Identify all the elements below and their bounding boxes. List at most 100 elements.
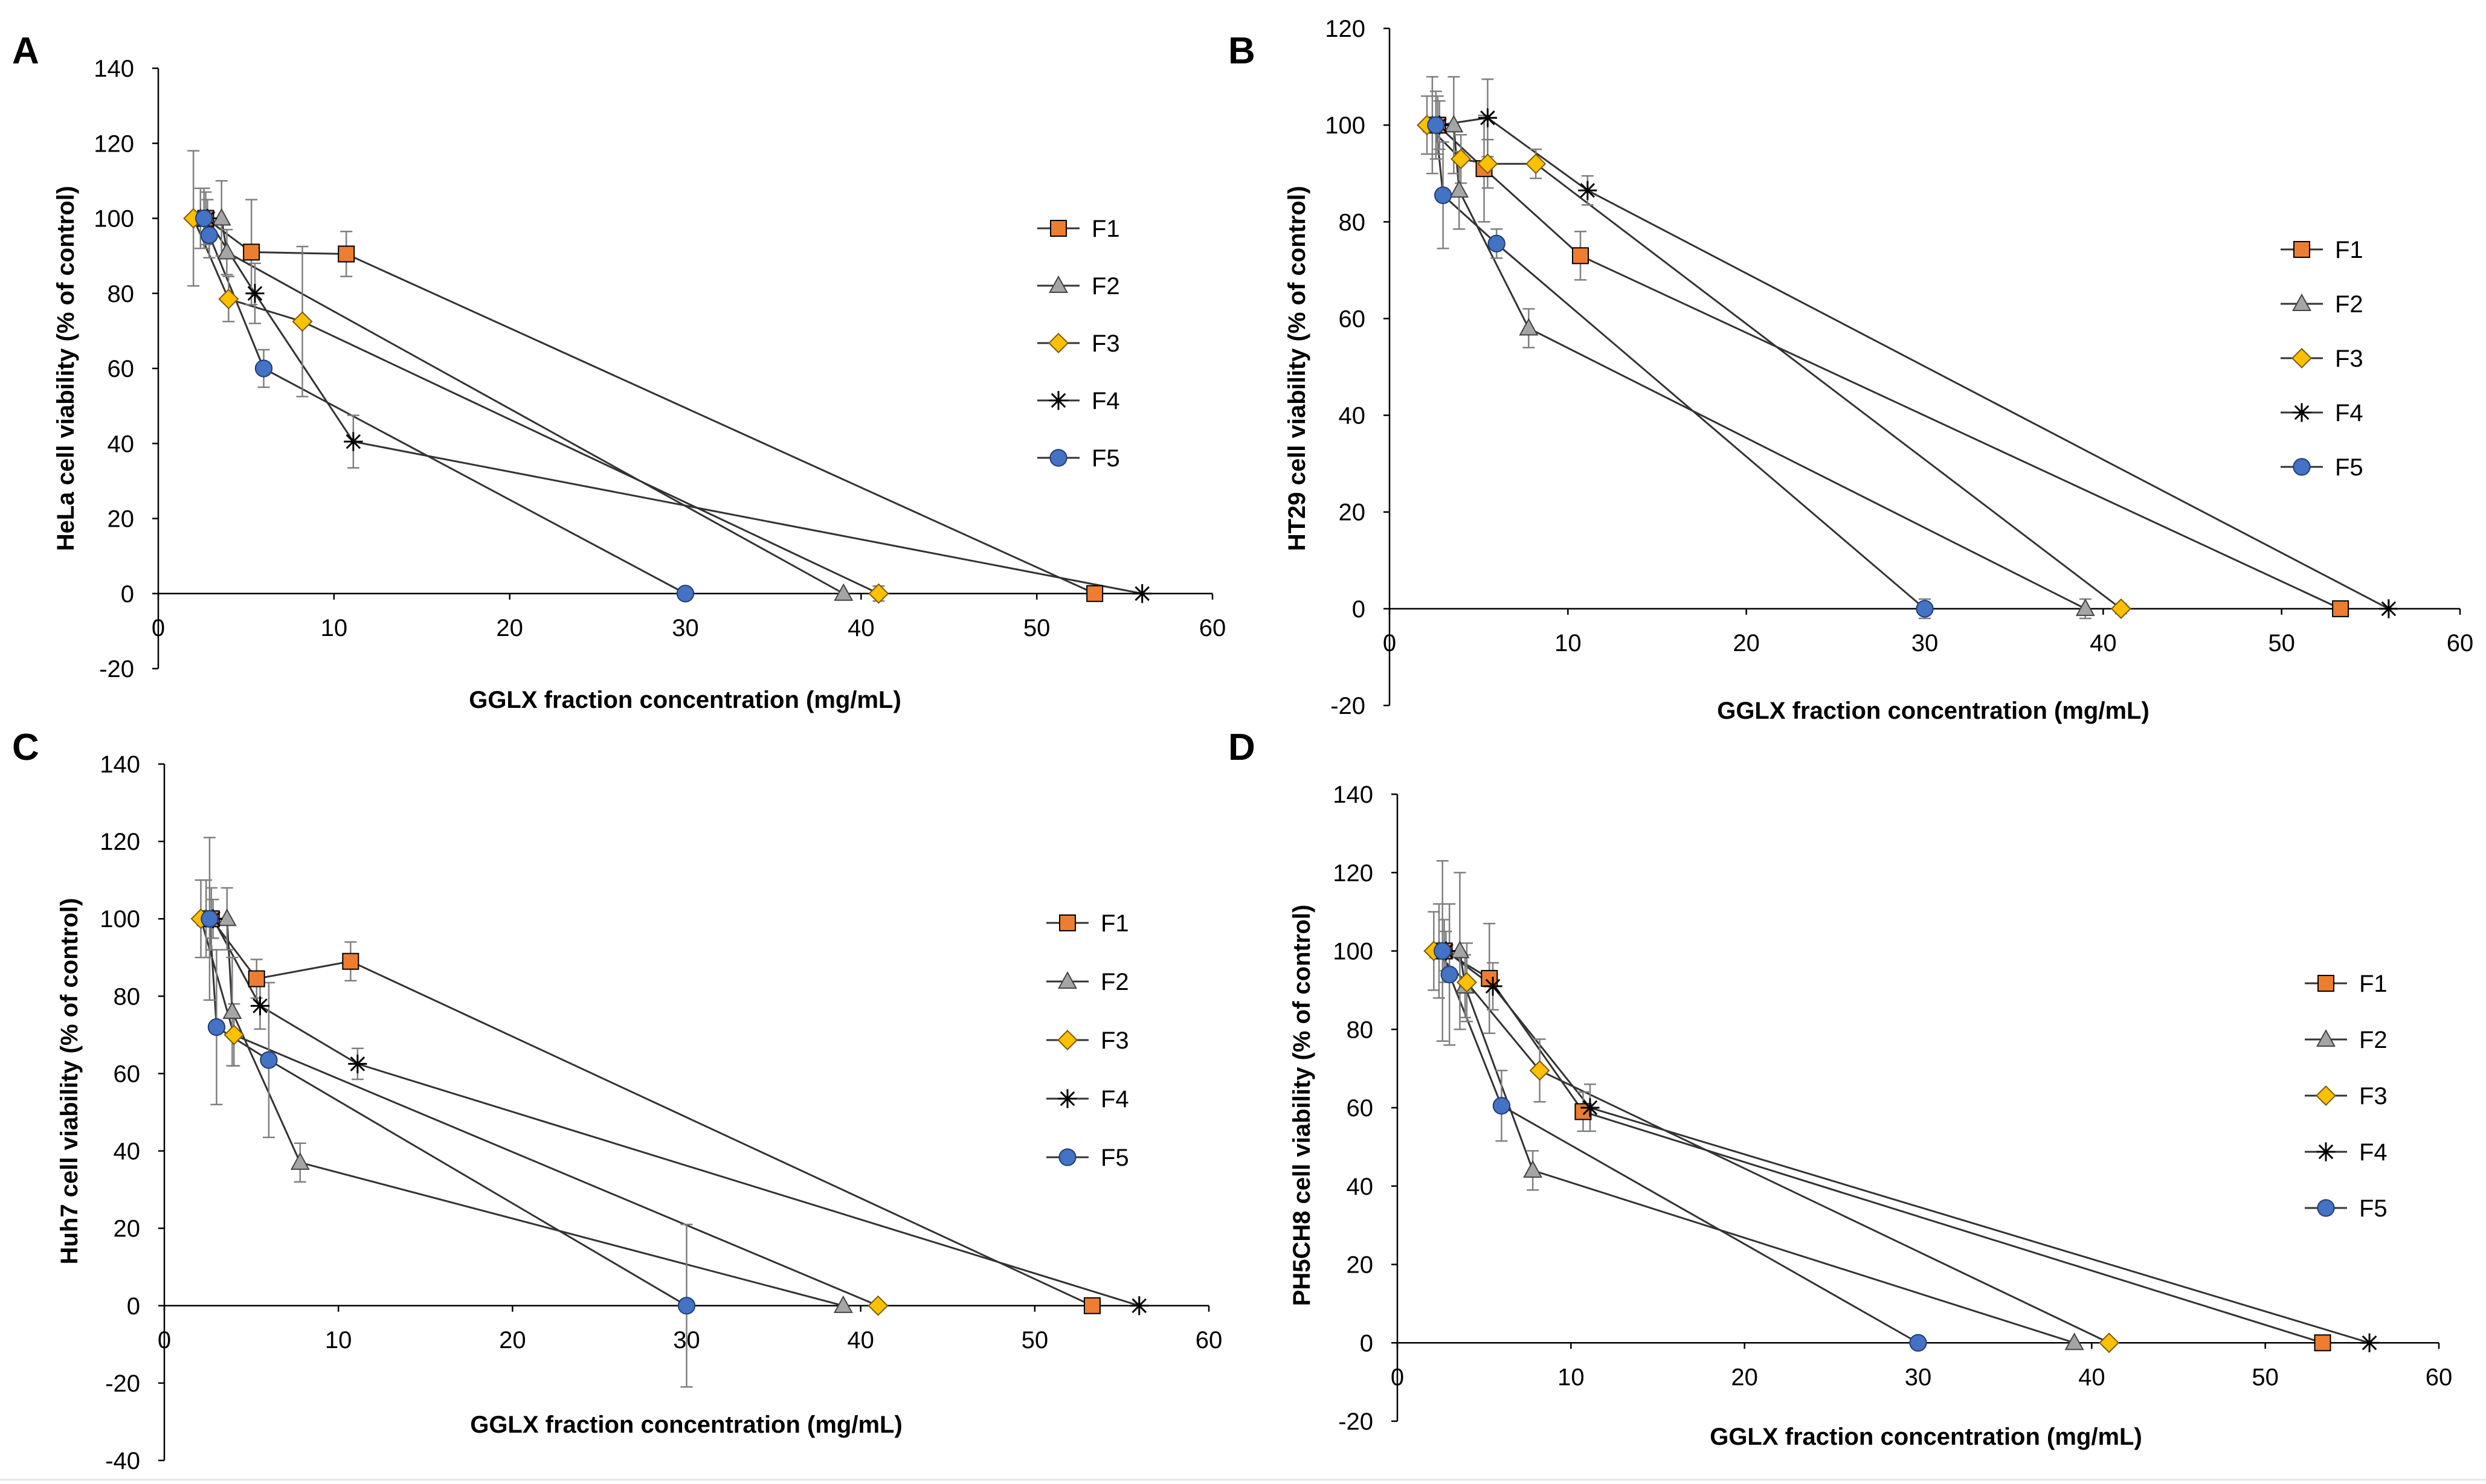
panel-d-series-f2-point: [2064, 1332, 2084, 1351]
panel-c-y-tick-label: 100: [100, 906, 140, 933]
panel-a-y-tick-label: 60: [108, 356, 135, 382]
panel-c-y-tick-label: 40: [114, 1139, 141, 1165]
panel-a-x-tick-label: 60: [1199, 615, 1226, 641]
panel-a-series-f2-point: [834, 583, 854, 601]
panel-d-label: D: [1228, 727, 1255, 768]
panel-b-x-tick-label: 0: [1383, 630, 1396, 657]
panel-c-y-tick-label: 60: [114, 1061, 141, 1087]
panel-a-legend-f1-label: F1: [1092, 216, 1120, 242]
panel-a-legend-f5-circle-marker: [1049, 449, 1067, 467]
panel-a-series-f4-point: [344, 432, 363, 451]
panel-d-y-tick-label: 0: [1360, 1330, 1373, 1357]
panel-a-series-f1-line: [205, 217, 1095, 595]
panel-a-x-tick-label: 40: [848, 615, 875, 641]
panel-c-legend-f4-label: F4: [1101, 1086, 1129, 1113]
panel-d-legend-f4-label: F4: [2359, 1139, 2388, 1166]
panel-a-y-axis-title: HeLa cell viability (% of control): [53, 186, 79, 551]
panel-d-x-tick-label: 20: [1731, 1364, 1758, 1390]
panel-b: B -20 0 20 40 60 80 100 120 0 10 20 30 40 50 60 F1 F2 F3 F…: [1228, 16, 2473, 724]
panel-d-x-tick-label: 50: [2252, 1364, 2279, 1390]
panel-b-series-f4-line: [1439, 117, 2389, 610]
panel-d-y-tick-label: 80: [1347, 1017, 1374, 1043]
panel-a-y-tick-label: 0: [121, 581, 134, 608]
panel-c-y-tick-label: 140: [100, 751, 140, 778]
panel-b-y-tick-label: 20: [1339, 499, 1366, 526]
panel-b-series-f4-point: [1478, 108, 1498, 127]
panel-c-legend-f5-label: F5: [1101, 1145, 1129, 1171]
panel-c-x-tick-label: 60: [1196, 1327, 1223, 1354]
panel-d-legend-f3-diamond-marker: [2315, 1085, 2337, 1107]
panel-c-series-f5-line: [208, 919, 688, 1307]
panel-b-legend-f5-label: F5: [2335, 454, 2363, 481]
panel-c-series-f2-line: [206, 917, 844, 1307]
panel-b-series-f5-point: [1487, 234, 1505, 252]
panel-b-series-f2-line: [1432, 124, 2086, 610]
panel-c-series-f2-point: [222, 1001, 242, 1020]
panel-d-y-tick-label: 140: [1333, 782, 1373, 808]
panel-a-y-tick-label: 80: [108, 281, 135, 307]
panel-d-x-tick-label: 40: [2078, 1364, 2105, 1390]
panel-b-series-f5-line: [1435, 124, 1925, 609]
panel-c-series-f4-line: [212, 918, 1140, 1307]
panel-a-y-tick-label: -20: [99, 656, 134, 683]
panel-b-y-tick-label: 80: [1339, 209, 1366, 236]
panel-b-y-tick-label: 40: [1339, 403, 1366, 429]
panel-d-series-f2-point: [1523, 1160, 1543, 1178]
panel-a-x-tick-label: 10: [321, 615, 348, 641]
panel-a-x-tick-label: 30: [672, 615, 699, 641]
panel-b-y-tick-label: 120: [1325, 16, 1365, 42]
panel-d-legend-f2-label: F2: [2359, 1027, 2388, 1053]
panel-c-y-tick-label: 80: [114, 983, 141, 1010]
panel-d-legend-f5-circle-marker: [2317, 1199, 2335, 1217]
panel-d-legend-f4-asterisk-marker: [2316, 1142, 2336, 1161]
panel-d-y-tick-label: 40: [1347, 1174, 1374, 1200]
panel-a-legend-f3-diamond-marker: [1048, 332, 1069, 354]
panel-b-y-tick-label: 60: [1339, 306, 1366, 332]
panel-b-series-f1-point: [2332, 600, 2349, 617]
panel-d-x-tick-label: 60: [2426, 1364, 2453, 1390]
panel-c-series-f3-point: [224, 1024, 245, 1046]
panel-c-series-f4-point: [348, 1054, 367, 1074]
panel-c-x-tick-label: 10: [325, 1327, 352, 1354]
panel-a-series-f1-point: [1086, 585, 1104, 602]
panel-b-legend-f1-label: F1: [2335, 237, 2363, 263]
panel-d-legend-f2-triangle-marker: [2316, 1029, 2336, 1047]
panel-b-y-tick-label: 100: [1325, 112, 1365, 139]
panel-d-x-axis-title: GGLX fraction concentration (mg/mL): [1710, 1424, 2142, 1450]
panel-b-legend-f5-circle-marker: [2293, 458, 2311, 476]
panel-c-series-f2-point: [217, 908, 237, 927]
panel-b-x-tick-label: 30: [1911, 630, 1939, 657]
panel-c-legend-f2-label: F2: [1101, 969, 1129, 995]
panel-c-series-f1-line: [210, 918, 1093, 1307]
panel-d-series-f4-point: [2360, 1333, 2379, 1352]
panel-d-series-f3-point: [1529, 1060, 1550, 1081]
panel-c-series-f3-line: [200, 918, 879, 1307]
panel-d-y-tick-label: 60: [1347, 1095, 1374, 1122]
panel-d-series-f3-line: [1433, 950, 2110, 1344]
panel-d-series-f1-line: [1443, 950, 2323, 1344]
panel-b-series-f5-point: [1434, 186, 1452, 204]
panel-d-series-f3-point: [2099, 1332, 2120, 1354]
panel-d-x-tick-label: 0: [1391, 1364, 1404, 1390]
panel-b-series-f2-point: [2075, 598, 2095, 616]
panel-a-legend-f4-asterisk-marker: [1049, 391, 1068, 410]
panel-c-series-f1-point: [342, 952, 359, 970]
panel-b-series-f2-point: [1519, 318, 1539, 336]
panel-b-legend-f4-label: F4: [2335, 400, 2363, 426]
panel-c-series-f5-point: [260, 1051, 278, 1069]
panel-c-series-f5-point: [207, 1018, 226, 1036]
panel-b-series-f5-point: [1916, 600, 1934, 618]
panel-b-series-f1-point: [1572, 247, 1589, 265]
panel-b-series-f3-point: [1525, 153, 1547, 175]
panel-a: A -20 0 20 40 60 80 100 120 140 0 10 20 30 40 50 60 F1 F2…: [12, 30, 1226, 713]
panel-c-legend-f3-diamond-marker: [1057, 1029, 1078, 1051]
panel-d-x-tick-label: 30: [1905, 1364, 1932, 1390]
panel-c-legend-f3-label: F3: [1101, 1027, 1129, 1054]
panel-a-series-f3-point: [218, 289, 239, 310]
panel-b-series-f3-line: [1426, 124, 2122, 610]
panel-a-series-f3-point: [292, 311, 313, 332]
panel-c-series-f1-point: [1083, 1297, 1101, 1314]
panel-c-series-f4-point: [1130, 1296, 1149, 1315]
